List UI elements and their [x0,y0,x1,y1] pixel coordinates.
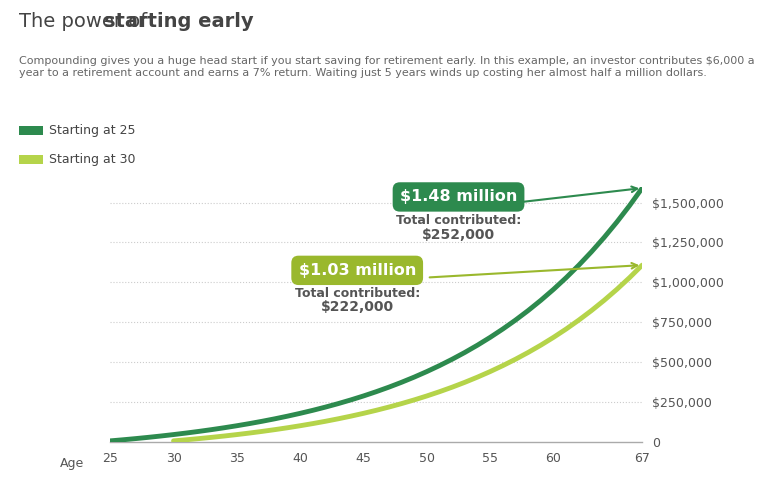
Text: Starting at 25: Starting at 25 [49,124,136,137]
Text: $222,000: $222,000 [321,300,394,314]
Text: Age: Age [59,458,84,470]
Text: $1.03 million: $1.03 million [299,263,416,278]
Text: Starting at 30: Starting at 30 [49,153,136,165]
Text: Total contributed:: Total contributed: [396,215,521,227]
Text: $252,000: $252,000 [422,228,495,242]
Text: starting early: starting early [104,12,254,31]
Text: Compounding gives you a huge head start if you start saving for retirement early: Compounding gives you a huge head start … [19,56,755,78]
Text: The power of: The power of [19,12,154,31]
Text: $1.48 million: $1.48 million [400,190,518,204]
Text: Total contributed:: Total contributed: [295,287,420,300]
